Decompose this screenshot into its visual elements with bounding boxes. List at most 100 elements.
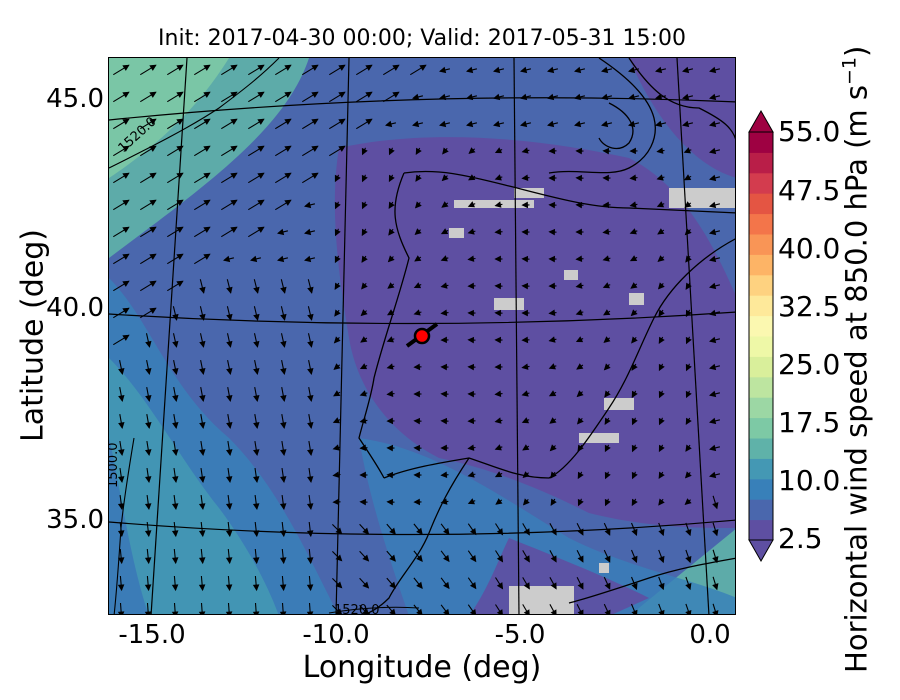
wind-arrow-head [389, 554, 396, 562]
wind-arrow-head [709, 363, 717, 371]
wind-arrow-head [469, 528, 477, 536]
wind-arrow-head [203, 199, 211, 206]
colorbar-segment [749, 336, 773, 357]
wind-arrow-head [176, 91, 184, 98]
wind-arrow-head [307, 421, 314, 430]
wind-arrow-head [413, 390, 420, 398]
wind-arrow-head [252, 584, 260, 592]
wind-arrow-head [521, 390, 529, 397]
wind-arrow-head [496, 555, 504, 563]
wind-arrow-head [253, 367, 260, 375]
wind-arrow-head [685, 336, 692, 345]
wind-arrow-head [712, 529, 719, 537]
wind-arrow-head [257, 118, 265, 125]
map-panel: 1520.0 1500.0 1520.0 [108, 57, 736, 615]
parallel-40 [109, 311, 735, 325]
wind-arrow-head [521, 336, 529, 344]
wind-arrow-head [226, 476, 233, 484]
wind-arrow-head [575, 282, 583, 289]
wind-arrow-head [468, 174, 476, 181]
wind-arrow-head [306, 530, 314, 538]
colorbar-segment [749, 519, 773, 541]
wind-arrow-head [631, 336, 638, 344]
wind-arrow-head [149, 253, 157, 260]
wind-arrow-head [469, 582, 477, 590]
wind-arrow-head [199, 421, 206, 430]
colorbar-segment [749, 356, 773, 378]
wind-arrow-head [144, 503, 152, 510]
wind-arrow-head [359, 444, 367, 452]
wind-arrow-head [414, 201, 422, 209]
wind-arrow-head [172, 340, 179, 348]
wind-arrow-head [466, 93, 474, 101]
wind-arrow-head [361, 282, 368, 290]
wind-arrow-head [387, 309, 395, 316]
wind-arrow-head [280, 394, 287, 403]
wind-arrow-head [198, 557, 206, 565]
wind-arrow-head [306, 503, 314, 510]
wind-arrow-head [576, 363, 584, 370]
wind-arrow-head [631, 498, 638, 507]
wind-arrow-head [199, 476, 206, 484]
wind-arrow-head [226, 449, 233, 456]
wind-arrow-head [685, 309, 692, 318]
wind-arrow-head [520, 66, 528, 74]
wind-arrow-head [709, 282, 717, 290]
wind-arrow-head [280, 476, 287, 484]
low-wind-patch-east [629, 58, 735, 178]
wind-arrow-head [629, 174, 637, 182]
wind-arrow-head [709, 228, 717, 236]
wind-arrow-head [361, 228, 368, 237]
wind-arrow-head [176, 253, 184, 260]
meridian-minus10 [335, 58, 350, 614]
wind-arrow-head [440, 417, 448, 425]
wind-arrow-head [604, 471, 611, 480]
wind-arrow-head [118, 367, 125, 375]
wind-arrow-head [389, 581, 396, 589]
meridian-minus15 [150, 58, 188, 614]
wind-arrow-head [145, 367, 152, 375]
high-wind-core-nw [109, 58, 229, 178]
wind-arrow-head [145, 449, 152, 456]
wind-arrow-head [306, 557, 314, 565]
wind-arrow-head [253, 394, 260, 403]
colorbar-extend-min [748, 539, 774, 562]
wind-arrow-head [601, 120, 609, 128]
wind-arrow-head [683, 174, 692, 181]
wind-arrow-head [389, 608, 396, 614]
coastline [358, 58, 735, 614]
colorbar-tick-2-5: 2.5 [778, 522, 823, 555]
wind-arrow-shaft [281, 602, 284, 614]
wind-arrow-head [548, 282, 556, 290]
wind-arrow-head [467, 444, 475, 451]
wind-arrow-head [577, 555, 584, 563]
wind-arrow-head [277, 228, 285, 236]
wind-arrow-head [225, 503, 233, 510]
wind-arrow-head [388, 174, 395, 183]
wind-arrow-head [149, 307, 157, 314]
wind-arrow-head [117, 611, 125, 614]
wind-arrow-head [414, 228, 422, 236]
wind-arrow-head [332, 444, 340, 451]
colorbar-segment [749, 295, 773, 317]
wind-arrow-head [252, 611, 260, 614]
wind-arrow-head [685, 528, 692, 537]
wind-arrow-head [362, 581, 370, 589]
wind-arrow-head [171, 611, 179, 614]
y-tick-45: 45.0 [46, 84, 104, 114]
low-wind-region [334, 137, 735, 528]
wind-arrow-head [629, 147, 636, 155]
wind-arrow-head [230, 118, 238, 125]
wind-arrow-head [257, 172, 265, 179]
wind-arrow-head [149, 145, 157, 152]
wind-arrow-head [658, 363, 665, 372]
wind-arrow-head [494, 201, 502, 208]
wind-arrow-head [577, 471, 584, 480]
wind-arrow-head [440, 390, 448, 398]
wind-arrow-head [441, 174, 449, 182]
wind-arrow-head [122, 145, 130, 152]
wind-arrow-head [333, 390, 341, 397]
wind-arrow-head [172, 394, 179, 403]
wind-arrow-head [440, 309, 448, 317]
wind-arrow-head [230, 199, 238, 206]
